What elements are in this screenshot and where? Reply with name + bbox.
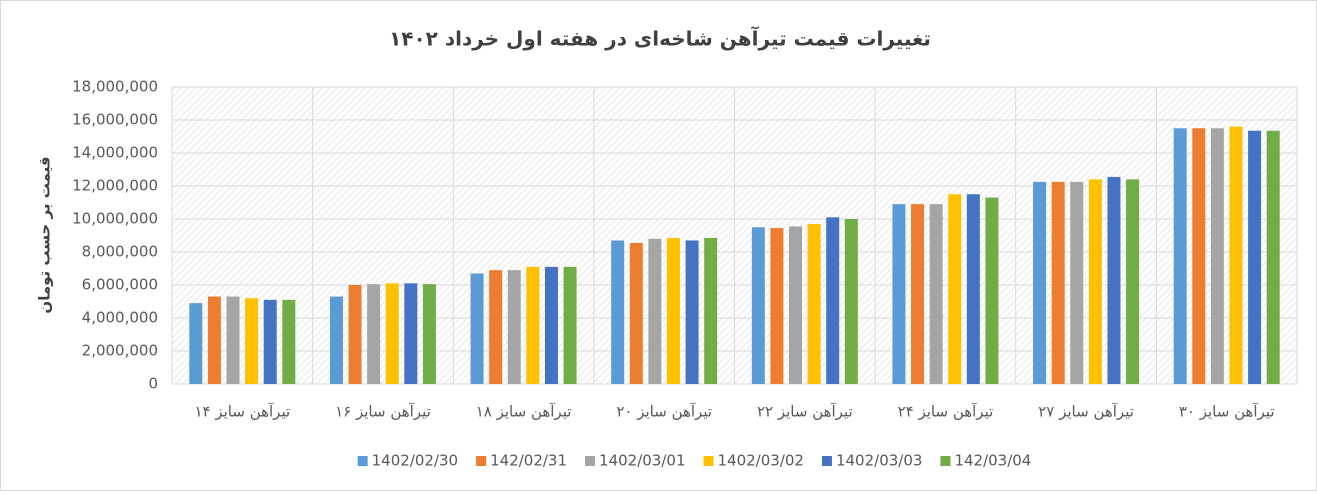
bar	[666, 237, 680, 384]
bar	[367, 284, 381, 384]
bar	[226, 296, 240, 384]
y-tick-label: 0	[148, 375, 158, 393]
legend-label: 1402/03/02	[718, 452, 804, 470]
bar	[422, 284, 436, 384]
bar	[685, 240, 699, 384]
bar	[1210, 128, 1224, 384]
bar	[911, 204, 925, 384]
y-tick-label: 14,000,000	[72, 144, 158, 162]
x-tick-label: تیرآهن سایز ۲۲	[757, 403, 853, 421]
bar	[1229, 126, 1243, 384]
x-tick-label: تیرآهن سایز ۱۸	[476, 403, 572, 421]
bar	[789, 226, 803, 384]
legend-label: 1402/03/03	[836, 452, 922, 470]
bar	[207, 296, 221, 384]
legend-label: 1402/02/30	[372, 452, 458, 470]
bar	[948, 194, 962, 384]
bar	[245, 298, 259, 384]
legend-swatch	[585, 456, 596, 466]
bar	[629, 242, 643, 384]
bar	[329, 296, 343, 384]
y-tick-label: 6,000,000	[82, 276, 158, 294]
legend-swatch	[703, 456, 714, 466]
y-tick-label: 16,000,000	[72, 111, 158, 129]
chart-title: تغییرات قیمت تیرآهن شاخه‌ای در هفته اول …	[389, 26, 931, 51]
x-tick-label: تیرآهن سایز ۱۴	[194, 403, 290, 421]
x-tick-label: تیرآهن سایز ۳۰	[1179, 403, 1275, 421]
bar	[844, 219, 858, 384]
bar	[892, 204, 906, 384]
y-tick-label: 2,000,000	[82, 342, 158, 360]
bar	[507, 270, 521, 384]
legend-label: 142/02/31	[490, 452, 567, 470]
y-tick-label: 8,000,000	[82, 243, 158, 261]
x-tick-label: تیرآهن سایز ۲۴	[898, 403, 994, 421]
bar	[563, 266, 577, 384]
bar	[1088, 179, 1102, 384]
bar	[189, 303, 203, 384]
legend-swatch	[357, 456, 368, 466]
bar	[348, 285, 362, 384]
y-tick-label: 10,000,000	[72, 210, 158, 228]
bar	[470, 273, 484, 384]
bar	[1248, 130, 1262, 384]
bar	[263, 299, 277, 384]
bar	[611, 240, 625, 384]
bar	[929, 204, 943, 384]
bar	[1070, 181, 1084, 384]
bar	[544, 266, 558, 384]
legend-swatch	[476, 456, 487, 466]
x-tick-label: تیرآهن سایز ۲۷	[1038, 403, 1134, 421]
bar	[1173, 128, 1187, 384]
y-tick-label: 12,000,000	[72, 177, 158, 195]
x-tick-label: تیرآهن سایز ۲۰	[616, 403, 712, 421]
legend-label: 142/03/04	[954, 452, 1031, 470]
bar	[1033, 181, 1047, 384]
legend-swatch	[940, 456, 951, 466]
legend-label: 1402/03/01	[599, 452, 685, 470]
bar	[1266, 130, 1280, 384]
legend-swatch	[821, 456, 832, 466]
bar	[985, 197, 999, 384]
bar	[648, 238, 662, 384]
bar	[807, 223, 821, 384]
y-tick-label: 18,000,000	[72, 78, 158, 96]
bar	[1107, 176, 1121, 384]
bar	[826, 217, 840, 384]
bar	[1051, 181, 1065, 384]
bar	[770, 228, 784, 384]
x-tick-label: تیرآهن سایز ۱۶	[335, 403, 431, 421]
bar	[966, 194, 980, 384]
bar	[704, 237, 718, 384]
bar	[404, 283, 418, 384]
bar	[751, 227, 765, 384]
bar	[1126, 179, 1140, 384]
bar	[385, 283, 399, 384]
y-axis-label: قیمت بر حسب تومان	[36, 156, 54, 313]
bar	[282, 299, 296, 384]
bar	[526, 266, 540, 384]
bar	[1192, 128, 1206, 384]
bar	[489, 270, 503, 384]
y-tick-label: 4,000,000	[82, 309, 158, 327]
